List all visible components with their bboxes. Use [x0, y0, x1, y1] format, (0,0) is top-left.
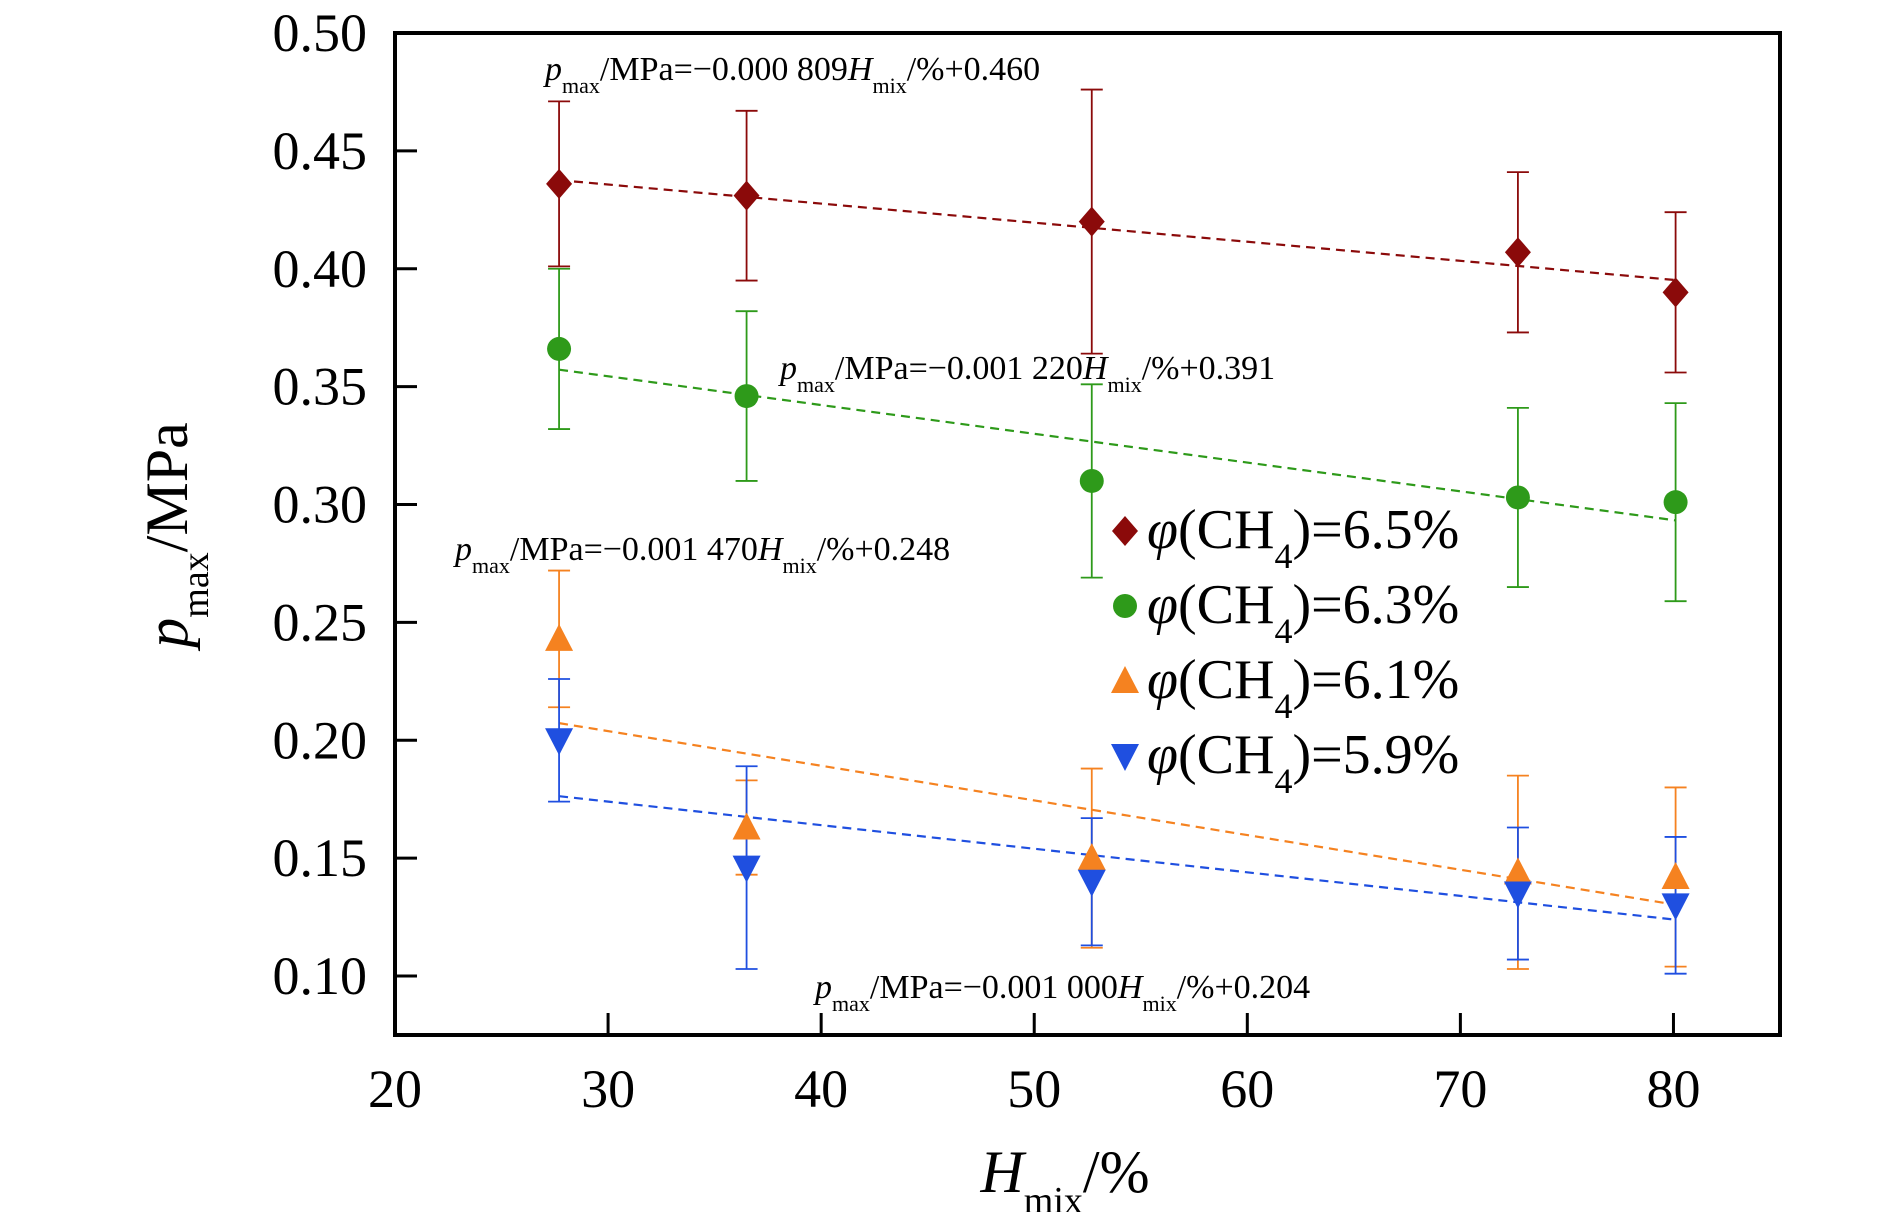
fit-equation-label: pmax/MPa=−0.001 000Hmix/%+0.204: [813, 969, 1310, 1016]
fit-equation-label: pmax/MPa=−0.001 220Hmix/%+0.391: [778, 350, 1275, 397]
y-tick-label: 0.10: [273, 946, 368, 1006]
fit-line: [558, 179, 1676, 282]
legend-label: φ(CH4)=6.1%: [1147, 649, 1459, 726]
x-tick-label: 40: [794, 1059, 848, 1119]
data-point: [1503, 857, 1532, 885]
data-point: [1077, 843, 1106, 871]
data-point: [546, 168, 573, 199]
fit-equation-label: pmax/MPa=−0.001 470Hmix/%+0.248: [453, 531, 950, 578]
plot-frame: [393, 31, 1782, 1037]
y-tick-label: 0.20: [273, 710, 368, 770]
fit-equations: pmax/MPa=−0.000 809Hmix/%+0.460 pmax/MPa=…: [453, 51, 1310, 1016]
x-axis-title: Hmix/%: [979, 1139, 1149, 1212]
data-point: [734, 384, 759, 409]
data-point: [1504, 237, 1531, 268]
data-point: [1661, 862, 1690, 890]
data-point: [547, 336, 572, 361]
legend-marker: [1111, 744, 1139, 771]
legend-label: φ(CH4)=6.5%: [1147, 499, 1459, 576]
x-tick-label: 20: [368, 1059, 422, 1119]
x-tick-label: 50: [1007, 1059, 1061, 1119]
data-point: [1505, 485, 1530, 510]
data-point: [1077, 869, 1106, 897]
data-point: [1078, 206, 1105, 237]
y-tick-label: 0.35: [273, 357, 368, 417]
legend-marker: [1111, 666, 1139, 693]
y-tick-label: 0.40: [273, 239, 368, 299]
fit-line: [558, 722, 1676, 906]
y-tick-label: 0.30: [273, 475, 368, 535]
legend: φ(CH4)=6.5%φ(CH4)=6.3%φ(CH4)=6.1%φ(CH4)=…: [1111, 499, 1459, 801]
fit-equation-label: pmax/MPa=−0.000 809Hmix/%+0.460: [543, 51, 1040, 98]
data-markers: [545, 168, 1690, 921]
y-tick-label: 0.15: [273, 828, 368, 888]
y-tick-label: 0.45: [273, 121, 368, 181]
legend-label: φ(CH4)=6.3%: [1147, 574, 1459, 651]
legend-marker: [1113, 594, 1137, 618]
data-point: [1662, 277, 1689, 308]
data-point: [1503, 881, 1532, 909]
data-point: [1661, 893, 1690, 921]
x-tick-label: 80: [1646, 1059, 1700, 1119]
data-point: [545, 728, 574, 756]
y-tick-label: 0.25: [273, 592, 368, 652]
data-point: [1079, 468, 1104, 493]
data-point: [733, 180, 760, 211]
y-axis-ticks: 0.10 0.15 0.20 0.25 0.30 0.35 0.40 0.45 0.50: [273, 3, 417, 1006]
y-tick-label: 0.50: [273, 3, 368, 63]
x-tick-label: 30: [581, 1059, 635, 1119]
x-tick-label: 60: [1220, 1059, 1274, 1119]
y-axis-title: pmax/MPa: [134, 422, 217, 651]
legend-marker: [1112, 516, 1138, 546]
data-point: [545, 623, 574, 651]
data-point: [1663, 490, 1688, 515]
fit-line: [558, 795, 1676, 921]
legend-label: φ(CH4)=5.9%: [1147, 724, 1459, 801]
data-point: [732, 855, 761, 883]
x-axis-ticks: 20 30 40 50 60 70 80: [368, 1013, 1700, 1119]
data-point: [732, 812, 761, 840]
x-tick-label: 70: [1433, 1059, 1487, 1119]
